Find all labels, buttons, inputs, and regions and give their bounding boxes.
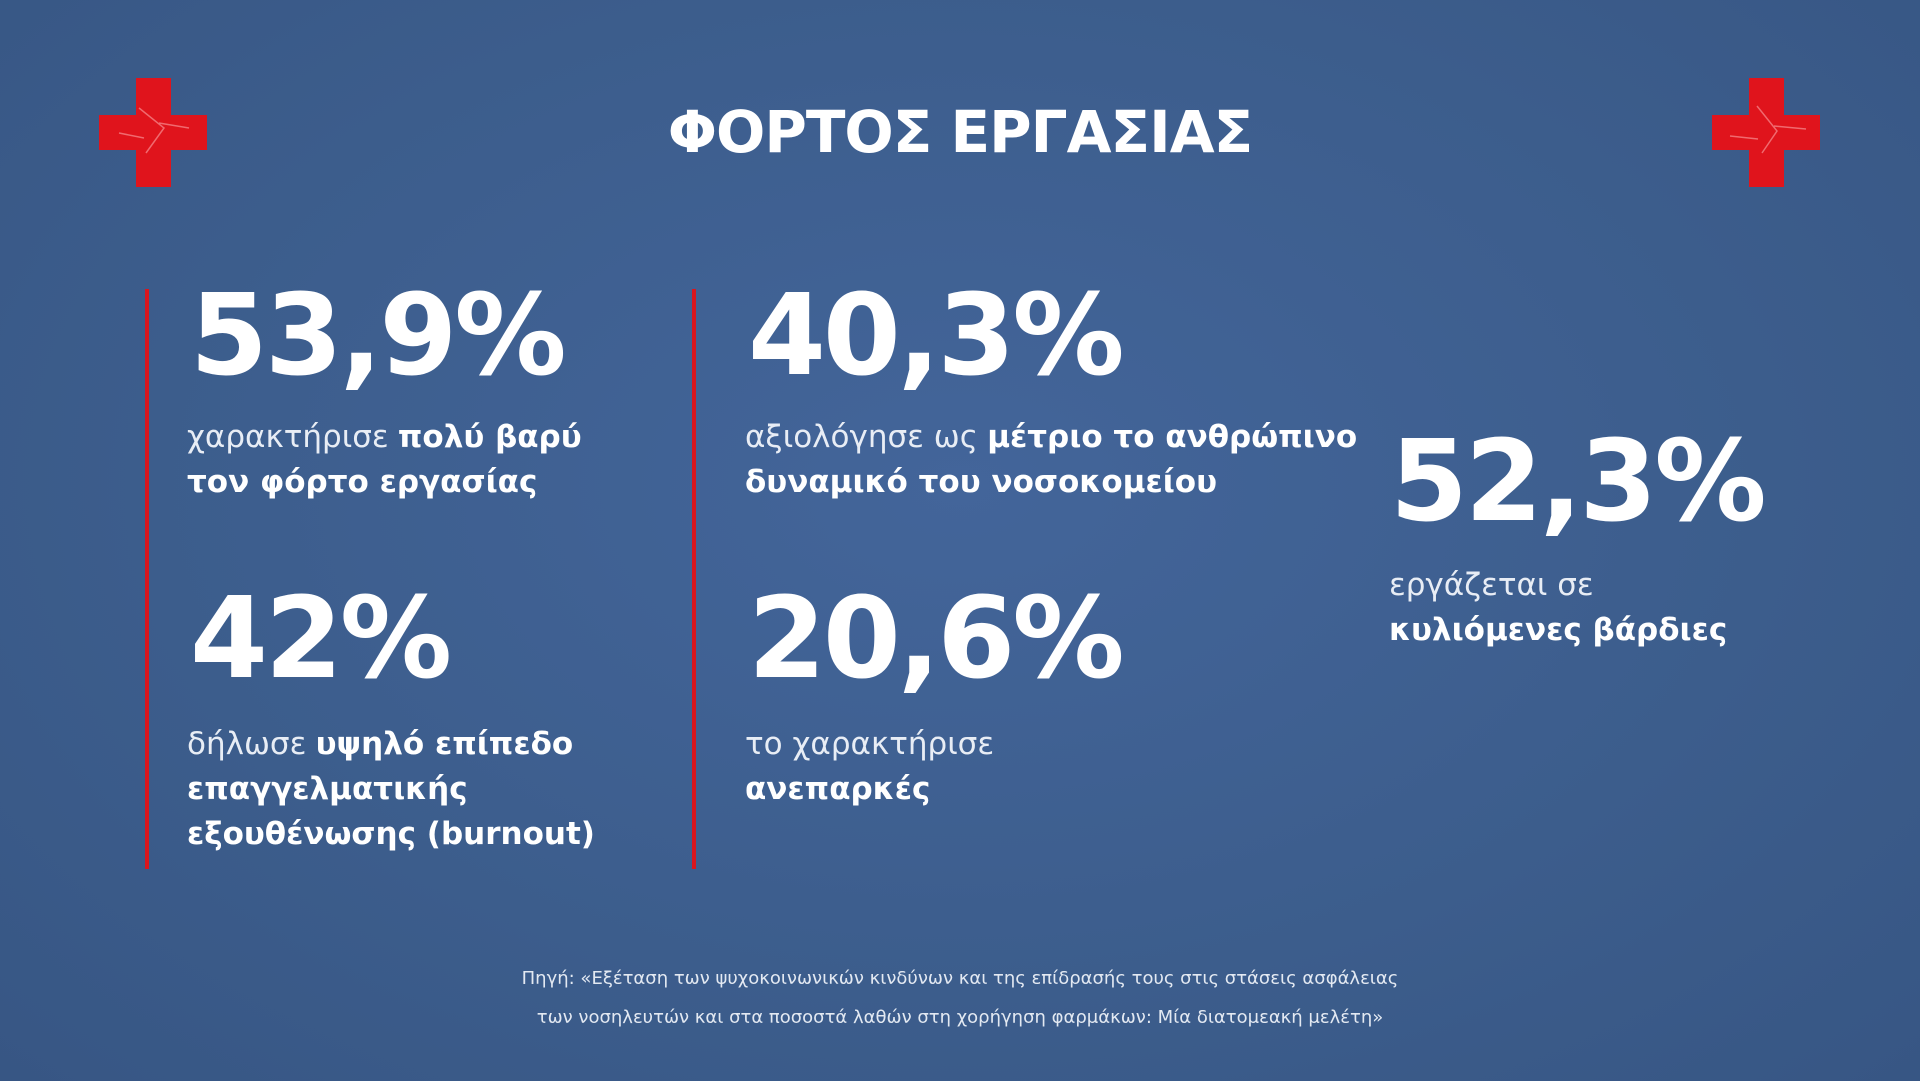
bold-text: υψηλό επίπεδο — [315, 726, 574, 762]
description-line: κυλιόμενες βάρδιες — [1389, 608, 1727, 653]
description-line: εξουθένωσης (burnout) — [187, 812, 595, 857]
stat-description: χαρακτήρισε πολύ βαρύ τον φόρτο εργασίας — [187, 415, 582, 505]
bold-text: εξουθένωσης (burnout) — [187, 816, 595, 852]
bold-text: δυναμικό του νοσοκομείου — [745, 464, 1218, 500]
stat-number: 52,3% — [1390, 417, 1767, 547]
description-line: το χαρακτήρισε — [745, 722, 994, 767]
source-line: των νοσηλευτών και στα ποσοστά λαθών στη… — [536, 1007, 1384, 1028]
text: δήλωσε — [187, 726, 307, 762]
description-line: τον φόρτο εργασίας — [187, 460, 582, 505]
description-line: χαρακτήρισε πολύ βαρύ — [187, 415, 582, 460]
source-line: Πηγή: «Εξέταση των ψυχοκοινωνικών κινδύν… — [521, 968, 1399, 989]
bold-text: ανεπαρκές — [745, 771, 931, 807]
text: αξιολόγησε ως — [745, 419, 978, 455]
description-line: αξιολόγησε ως μέτριο το ανθρώπινο — [745, 415, 1357, 460]
stat-number: 40,3% — [748, 271, 1125, 401]
text: το χαρακτήρισε — [745, 726, 995, 762]
stat-number: 53,9% — [190, 271, 567, 401]
cross-right — [1712, 78, 1820, 187]
cross-left — [99, 78, 207, 187]
stat-number: 20,6% — [748, 574, 1125, 704]
text: χαρακτήρισε — [187, 419, 389, 455]
description-line: δήλωσε υψηλό επίπεδο — [187, 722, 595, 767]
bold-text: πολύ βαρύ — [397, 419, 582, 455]
divider — [692, 289, 696, 869]
description-line: επαγγελματικής — [187, 767, 595, 812]
stat-description: εργάζεται σε κυλιόμενες βάρδιες — [1389, 563, 1727, 653]
stat-description: αξιολόγησε ως μέτριο το ανθρώπινο δυναμικό… — [745, 415, 1357, 505]
divider — [145, 289, 149, 869]
description-line: εργάζεται σε — [1389, 563, 1727, 608]
stat-description: το χαρακτήρισε ανεπαρκές — [745, 722, 994, 812]
bold-text: κυλιόμενες βάρδιες — [1389, 612, 1728, 648]
stat-number: 42% — [190, 574, 452, 704]
stat-description: δήλωσε υψηλό επίπεδο επαγγελματικής εξουθέν… — [187, 722, 595, 857]
bold-text: μέτριο το ανθρώπινο — [987, 419, 1358, 455]
description-line: ανεπαρκές — [745, 767, 994, 812]
bold-text: επαγγελματικής — [187, 771, 468, 807]
text: εργάζεται σε — [1389, 567, 1594, 603]
title: ΦΟΡΤΟΣ ΕΡΓΑΣΙΑΣ — [667, 98, 1253, 166]
description-line: δυναμικό του νοσοκομείου — [745, 460, 1357, 505]
bold-text: τον φόρτο εργασίας — [187, 464, 538, 500]
